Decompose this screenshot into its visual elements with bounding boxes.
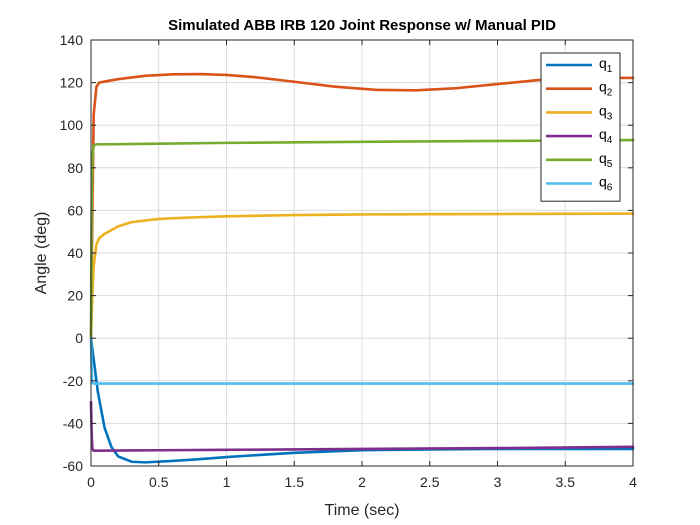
series-line-q4 <box>89 400 635 452</box>
x-tick-label: 1 <box>223 474 231 490</box>
legend-label-q1: q1 <box>599 55 613 75</box>
legend-label-q6: q6 <box>599 174 613 194</box>
y-tick-label: 140 <box>60 32 84 48</box>
y-tick-label: 0 <box>75 330 83 346</box>
x-tick-label: 2.5 <box>420 474 440 490</box>
y-tick-label: 100 <box>60 117 84 133</box>
x-tick-label: 4 <box>629 474 637 490</box>
x-tick-label: 1.5 <box>285 474 305 490</box>
legend: q1 q2 q3 q4 q5 q6 <box>540 52 621 202</box>
y-tick-label: -60 <box>63 458 83 474</box>
chart-title: Simulated ABB IRB 120 Joint Response w/ … <box>168 17 556 34</box>
y-axis-label: Angle (deg) <box>33 212 50 295</box>
legend-label-q5: q5 <box>599 150 613 170</box>
x-tick-label: 0.5 <box>149 474 169 490</box>
y-tick-label: -40 <box>63 415 83 431</box>
x-tick-label: 3.5 <box>556 474 576 490</box>
y-tick-label: -20 <box>63 373 83 389</box>
y-tick-label: 120 <box>60 75 84 91</box>
y-tick-label: 20 <box>67 288 83 304</box>
y-tick-label: 40 <box>67 245 83 261</box>
x-tick-label: 2 <box>358 474 366 490</box>
y-tick-label: 80 <box>67 160 83 176</box>
legend-label-q2: q2 <box>599 79 613 99</box>
series-lines <box>89 72 635 464</box>
series-line-q6 <box>89 336 635 385</box>
y-tick-label: 60 <box>67 202 83 218</box>
legend-box <box>540 52 621 202</box>
legend-label-q3: q3 <box>599 102 613 122</box>
x-tick-label: 0 <box>87 474 95 490</box>
series-line-q2 <box>89 72 635 340</box>
series-line-q3 <box>89 212 635 340</box>
legend-label-q4: q4 <box>599 126 613 146</box>
axis-ticks: 0 0.5 1 1.5 2 2.5 3 3.5 4 -60 -40 -20 0 20 40 60 80 100 12… <box>60 32 637 490</box>
x-tick-label: 3 <box>494 474 502 490</box>
series-line-q5 <box>89 138 635 340</box>
x-axis-label: Time (sec) <box>325 502 400 519</box>
